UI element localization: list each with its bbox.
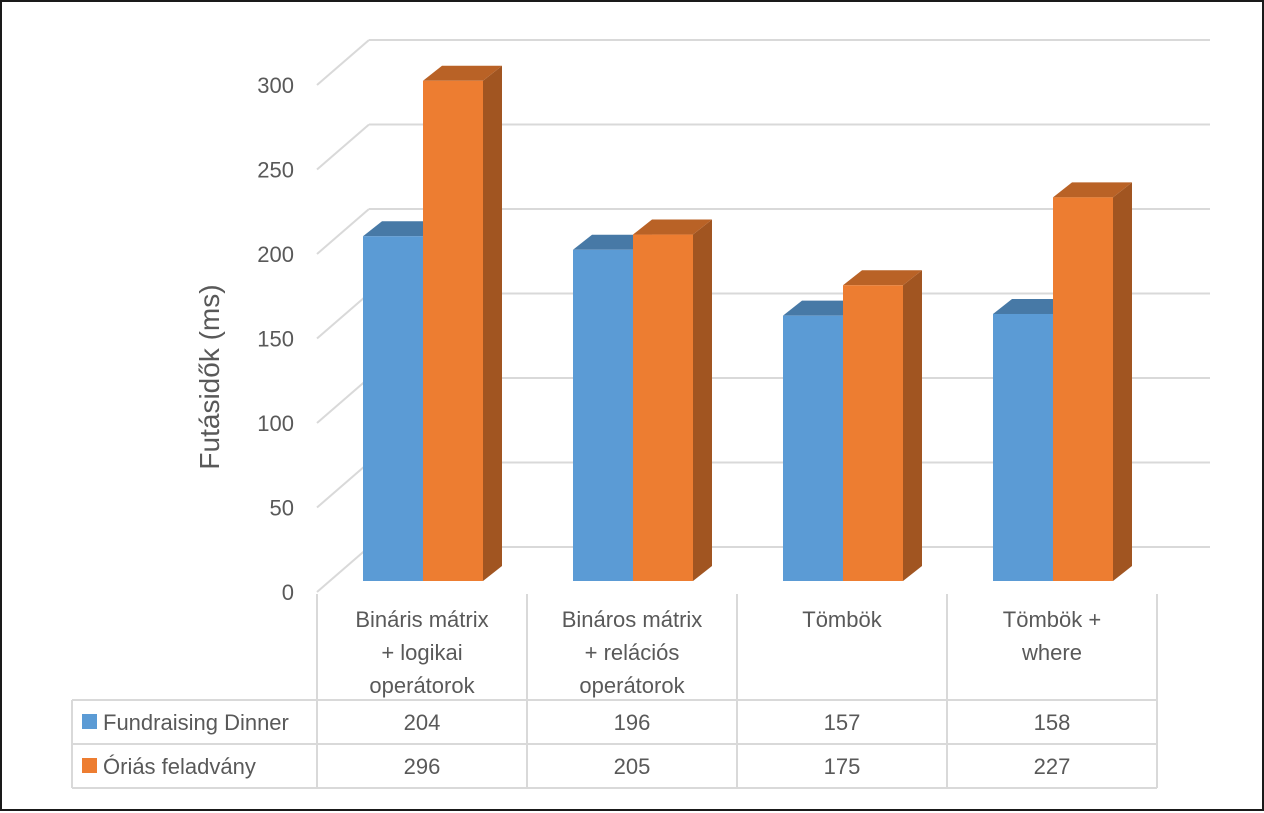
bar-3-1	[1053, 182, 1132, 581]
bar	[633, 234, 693, 582]
bar	[1053, 197, 1113, 581]
data-value: 196	[614, 710, 651, 735]
data-value: 205	[614, 754, 651, 779]
bar-side	[903, 270, 922, 581]
y-tick-label: 200	[257, 242, 294, 267]
y-axis-ticks: 0 50 100 150 200 250 300	[257, 73, 294, 605]
gridline-diagonal	[316, 292, 370, 340]
y-tick-label: 0	[282, 580, 294, 605]
category-label: Tömbök +	[1003, 607, 1101, 632]
bar-top	[423, 65, 502, 81]
gridline-diagonal	[316, 377, 370, 424]
bar-top	[783, 300, 862, 316]
data-value: 204	[404, 710, 441, 735]
y-tick-label: 100	[257, 411, 294, 436]
bar-top	[843, 270, 922, 286]
data-table: Bináris mátrix + logikai operátorok Bináros…	[71, 594, 1158, 789]
data-value: 157	[824, 710, 861, 735]
bar-top	[1053, 182, 1132, 198]
category-label: where	[1021, 640, 1082, 665]
gridline-diagonal	[316, 461, 370, 509]
bar	[363, 236, 423, 582]
bar	[843, 285, 903, 581]
bar-0-1	[423, 65, 502, 581]
gridline-diagonal	[316, 123, 370, 171]
legend-label: Óriás feladvány	[103, 754, 256, 779]
category-label: + relációs	[585, 640, 680, 665]
bar-side	[483, 65, 502, 581]
category-label: operátorok	[369, 673, 475, 698]
data-value: 158	[1034, 710, 1071, 735]
bar-side	[693, 219, 712, 582]
category-label: operátorok	[579, 673, 685, 698]
bar	[423, 80, 483, 581]
y-tick-label: 150	[257, 327, 294, 352]
legend-label: Fundraising Dinner	[103, 710, 289, 735]
bar	[573, 249, 633, 581]
bar-side	[1113, 182, 1132, 581]
gridline-diagonal	[316, 546, 370, 593]
bar-top	[633, 219, 712, 235]
gridline-diagonal	[316, 39, 370, 86]
category-label: + logikai	[381, 640, 462, 665]
y-tick-label: 250	[257, 158, 294, 183]
data-value: 227	[1034, 754, 1071, 779]
category-label: Bináros mátrix	[562, 607, 703, 632]
gridline-diagonal	[316, 208, 370, 255]
bar-1-1	[633, 219, 712, 582]
bar	[783, 315, 843, 581]
y-tick-label: 50	[270, 496, 294, 521]
bars	[363, 65, 1132, 582]
data-value: 175	[824, 754, 861, 779]
category-label: Bináris mátrix	[355, 607, 488, 632]
y-axis-label: Futásidők (ms)	[194, 284, 225, 469]
category-label: Tömbök	[802, 607, 882, 632]
bar-top	[573, 234, 652, 250]
legend-key	[82, 714, 97, 729]
data-value: 296	[404, 754, 441, 779]
bar	[993, 313, 1053, 581]
bar-2-1	[843, 270, 922, 581]
legend-key	[82, 758, 97, 773]
bar-top	[993, 298, 1072, 314]
bar-top	[363, 221, 442, 237]
y-tick-label: 300	[257, 73, 294, 98]
